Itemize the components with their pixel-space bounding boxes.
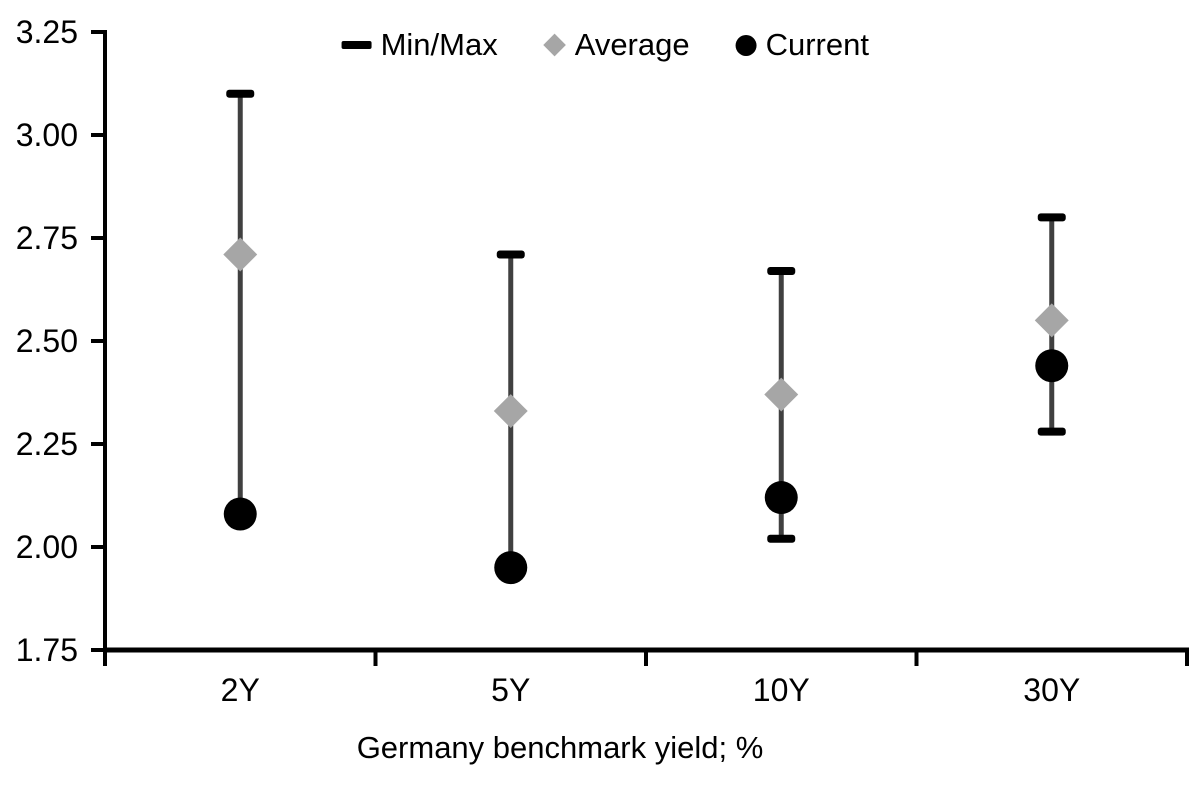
y-tick-label: 3.25 — [16, 14, 78, 50]
x-tick-label: 5Y — [491, 672, 530, 708]
current-marker-2Y — [223, 497, 257, 531]
x-axis-title: Germany benchmark yield; % — [356, 730, 764, 765]
current-marker-10Y — [764, 481, 798, 515]
y-tick-label: 2.00 — [16, 529, 78, 565]
average-marker-30Y — [1034, 303, 1069, 338]
average-diamond-icon — [543, 33, 567, 57]
legend-label-minmax: Min/Max — [380, 27, 498, 62]
current-marker-5Y — [494, 551, 528, 585]
max-marker-2Y — [226, 89, 255, 98]
minmax-dash-icon — [341, 41, 372, 49]
min-marker-10Y — [767, 534, 796, 543]
average-marker-10Y — [764, 377, 799, 412]
max-marker-30Y — [1037, 213, 1066, 222]
legend-item-average: Average — [543, 27, 690, 63]
legend-label-current: Current — [765, 27, 869, 62]
average-marker-5Y — [493, 394, 528, 429]
average-marker-2Y — [223, 237, 258, 272]
x-tick-label: 30Y — [1023, 672, 1080, 708]
legend-label-average: Average — [574, 27, 690, 62]
legend: Min/Max Average Current — [341, 27, 869, 63]
y-tick-label: 3.00 — [16, 117, 78, 153]
x-tick-label: 10Y — [753, 672, 810, 708]
y-tick-label: 2.25 — [16, 426, 78, 462]
current-circle-icon — [735, 34, 757, 56]
min-marker-30Y — [1037, 427, 1066, 436]
current-marker-30Y — [1035, 349, 1069, 383]
y-tick-label: 2.75 — [16, 220, 78, 256]
legend-item-minmax: Min/Max — [341, 27, 498, 63]
max-marker-5Y — [496, 250, 525, 259]
legend-item-current: Current — [735, 27, 869, 63]
max-marker-10Y — [767, 266, 796, 275]
y-tick-label: 1.75 — [16, 632, 78, 668]
x-tick-label: 2Y — [221, 672, 260, 708]
y-tick-label: 2.50 — [16, 323, 78, 359]
